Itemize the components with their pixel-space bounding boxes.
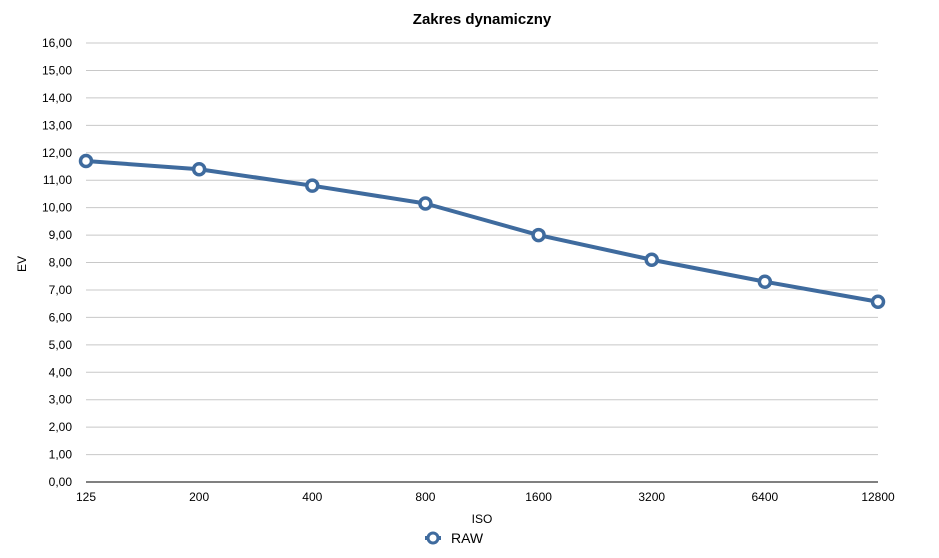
y-tick-label: 8,00 (49, 256, 73, 270)
gridlines (86, 42, 878, 456)
legend: RAW (425, 530, 484, 546)
y-tick-label: 3,00 (49, 393, 73, 407)
data-point (418, 196, 433, 211)
x-tick-label: 200 (189, 490, 209, 504)
data-point (757, 274, 773, 289)
x-tick-label: 1600 (525, 490, 552, 504)
x-tick-label: 800 (415, 490, 435, 504)
y-tick-label: 11,00 (43, 173, 72, 187)
x-tick-label: 12800 (861, 490, 895, 504)
x-axis-title: ISO (472, 512, 493, 526)
y-tick-label: 5,00 (49, 338, 73, 352)
data-point (78, 153, 94, 169)
y-tick-label: 7,00 (49, 283, 73, 297)
y-tick-label: 16,00 (42, 36, 72, 50)
data-point (305, 178, 320, 193)
y-tick-label: 6,00 (49, 310, 73, 324)
x-tick-labels: 125 200 400 800 1600 3200 6400 12800 (76, 490, 895, 504)
y-tick-label: 0,00 (49, 475, 73, 489)
y-tick-label: 4,00 (49, 365, 73, 379)
x-tick-label: 125 (76, 490, 96, 504)
y-tick-label: 1,00 (49, 448, 73, 462)
chart-title: Zakres dynamiczny (413, 11, 552, 28)
x-tick-label: 400 (302, 490, 322, 504)
legend-marker-icon (426, 531, 440, 545)
data-point (531, 227, 546, 243)
y-tick-label: 12,00 (42, 146, 72, 160)
legend-label-raw: RAW (451, 530, 484, 546)
data-point (191, 161, 207, 177)
y-tick-label: 14,00 (42, 91, 72, 105)
x-tick-label: 3200 (638, 490, 665, 504)
x-tick-label: 6400 (752, 490, 779, 504)
y-tick-label: 2,00 (49, 420, 73, 434)
data-point (644, 252, 659, 268)
data-point (870, 294, 886, 309)
y-tick-labels: 0,00 1,00 2,00 3,00 4,00 5,00 6,00 7,00 8,00 9,00… (42, 36, 72, 489)
y-tick-label: 9,00 (49, 228, 73, 242)
y-tick-label: 15,00 (42, 63, 72, 77)
y-tick-label: 10,00 (42, 201, 72, 215)
series-line (84, 158, 880, 304)
y-axis-title: EV (15, 256, 29, 272)
series-raw (78, 153, 886, 309)
y-tick-label: 13,00 (42, 118, 72, 132)
